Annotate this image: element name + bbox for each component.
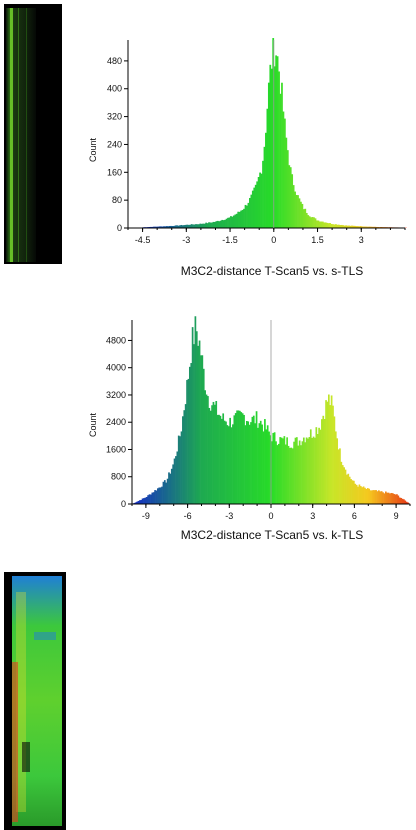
histogram-top-svg: -4.5 -3 -1.5 0 1.5 3 0 80 160 240 320 400 480 Count… [0,0,416,300]
y-ticks: 0 800 1600 2400 3200 4000 4800 [106,335,132,509]
x-tick-label: -9 [142,511,150,521]
x-tick-label: -1.5 [222,235,238,245]
x-tick-label: 0 [271,235,276,245]
y-tick-label: 0 [121,499,126,509]
x-tick-label: 6 [352,511,357,521]
y-tick-label: 320 [107,112,122,122]
x-axis-title: M3C2-distance T-Scan5 vs. s-TLS [181,264,364,278]
histogram-bottom-svg: -9 -6 -3 0 3 6 9 0 800 1600 2400 3200 4000 4800 Coun… [0,300,416,550]
y-tick-label: 400 [107,84,122,94]
y-tick-label: 160 [107,167,122,177]
y-ticks: 0 80 160 240 320 400 480 [107,56,128,233]
x-tick-label: -3 [225,511,233,521]
y-axis-label: Count [88,413,98,438]
x-axis-title: M3C2-distance T-Scan5 vs. k-TLS [181,528,364,542]
y-tick-label: 0 [117,223,122,233]
y-tick-label: 3200 [106,390,126,400]
x-tick-label: 9 [394,511,399,521]
x-tick-label: 0 [268,511,273,521]
x-tick-label: 3 [310,511,315,521]
y-tick-label: 2400 [106,417,126,427]
y-tick-label: 80 [112,195,122,205]
point-cloud-thumbnail-bottom [4,572,66,830]
thumbnail-bottom-art [4,572,66,830]
x-tick-label: -6 [184,511,192,521]
y-tick-label: 4800 [106,335,126,345]
x-tick-label: 1.5 [311,235,324,245]
x-tick-label: -3 [182,235,190,245]
top-panel: -4.5 -3 -1.5 0 1.5 3 0 80 160 240 320 400 480 Count… [0,0,416,300]
y-tick-label: 1600 [106,444,126,454]
y-tick-label: 800 [111,472,126,482]
histogram-top [143,38,407,228]
x-tick-label: 3 [359,235,364,245]
y-tick-label: 240 [107,139,122,149]
x-tick-label: -4.5 [135,235,151,245]
y-axis-label: Count [88,138,98,163]
bottom-panel: -9 -6 -3 0 3 6 9 0 800 1600 2400 3200 4000 4800 Coun… [0,300,416,550]
y-tick-label: 4000 [106,363,126,373]
y-tick-label: 480 [107,56,122,66]
